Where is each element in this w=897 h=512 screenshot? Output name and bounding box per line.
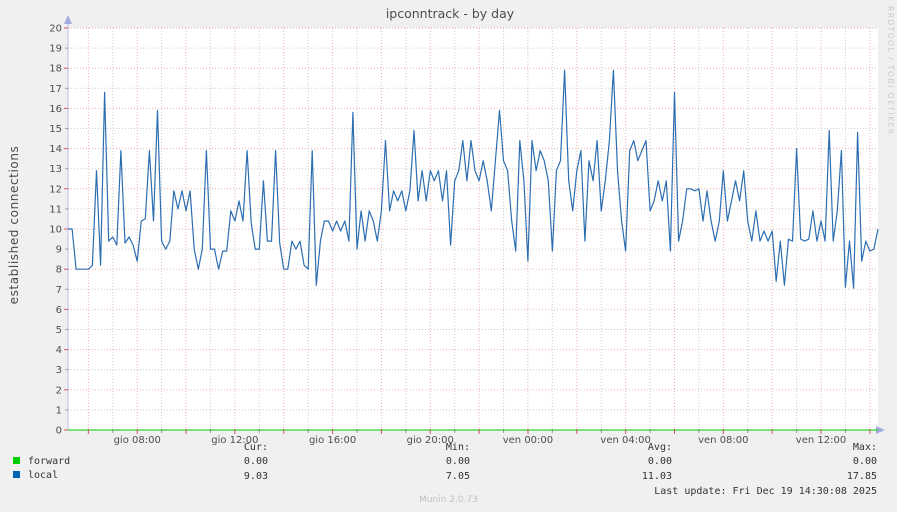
x-tick-label: ven 04:00: [600, 435, 650, 446]
stat-column-cur: Cur: 0.00 9.03: [243, 442, 268, 482]
y-tick-label: 0: [56, 426, 62, 437]
y-tick-label: 12: [49, 184, 62, 195]
legend-label: local: [28, 470, 59, 482]
legend-item-local: local: [13, 469, 70, 483]
rrdtool-watermark: RRDTOOL / TOBI OETIKER: [886, 6, 895, 136]
y-tick-label: 4: [56, 345, 62, 356]
y-tick-label: 16: [49, 104, 62, 115]
x-tick-label: ven 08:00: [698, 435, 748, 446]
y-tick-label: 7: [56, 285, 62, 296]
y-tick-label: 17: [49, 84, 62, 95]
stat-column-max: Max: 0.00 17.85: [846, 442, 877, 482]
y-axis-arrow: [64, 15, 72, 24]
y-tick-label: 20: [49, 24, 62, 35]
y-tick-label: 13: [49, 164, 62, 175]
x-tick-label: ven 00:00: [503, 435, 553, 446]
x-tick-label: gio 20:00: [407, 435, 454, 446]
local-swatch-icon: [13, 470, 20, 478]
stat-column-min: Min: 0.00 7.05: [445, 442, 470, 482]
legend-item-forward: forward: [13, 455, 70, 469]
local-series-line: [68, 69, 879, 289]
y-tick-label: 10: [49, 225, 62, 236]
y-tick-label: 19: [49, 44, 62, 55]
y-tick-label: 15: [49, 124, 62, 135]
y-tick-label: 9: [56, 245, 62, 256]
legend: forward local: [13, 455, 70, 484]
last-update-text: Last update: Fri Dec 19 14:30:08 2025: [654, 486, 877, 497]
y-tick-label: 14: [49, 144, 62, 155]
y-tick-label: 8: [56, 265, 62, 276]
y-tick-label: 3: [56, 365, 62, 376]
munin-version: Munin 2.0.73: [419, 495, 478, 505]
y-tick-label: 2: [56, 385, 62, 396]
x-tick-label: gio 12:00: [211, 435, 258, 446]
x-tick-label: ven 12:00: [796, 435, 846, 446]
y-tick-label: 11: [49, 204, 62, 215]
y-tick-label: 18: [49, 64, 62, 75]
y-tick-label: 5: [56, 325, 62, 336]
legend-label: forward: [28, 456, 71, 467]
y-tick-label: 1: [56, 405, 62, 416]
x-axis-arrow: [876, 426, 885, 434]
forward-swatch-icon: [13, 456, 20, 464]
stat-column-avg: Avg: 0.00 11.03: [641, 442, 672, 482]
chart-title: ipconntrack - by day: [385, 6, 515, 21]
y-tick-label: 6: [56, 305, 62, 316]
x-tick-label: gio 08:00: [114, 435, 161, 446]
x-tick-label: gio 16:00: [309, 435, 356, 446]
